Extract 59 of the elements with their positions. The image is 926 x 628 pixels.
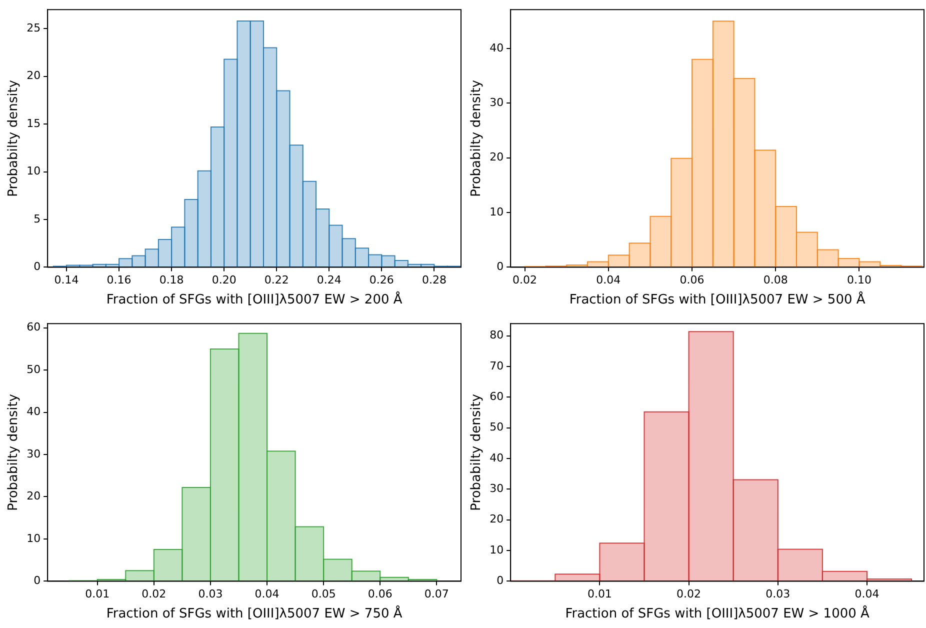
y-tick-label: 20 [26,69,41,82]
y-tick-label: 30 [490,482,504,496]
x-tick-label: 0.18 [159,274,184,287]
x-tick-label: 0.02 [512,274,538,287]
y-tick-label: 60 [490,390,504,404]
y-tick-label: 40 [490,451,504,464]
y-tick-label: 20 [490,150,504,164]
x-tick-label: 0.04 [854,588,880,601]
y-tick-label: 25 [26,22,41,35]
x-tick-label: 0.06 [368,588,392,601]
x-tick-label: 0.22 [264,274,289,287]
x-tick-label: 0.14 [54,274,79,287]
x-axis-title: Fraction of SFGs with [OIII]λ5007 EW > 200 Å [106,290,402,308]
x-axis-title: Fraction of SFGs with [OIII]λ5007 EW > 500 Å [569,290,866,308]
x-tick-label: 0.20 [212,274,236,287]
x-tick-label: 0.01 [587,588,612,601]
y-tick-label: 0 [34,574,41,588]
y-tick-label: 40 [26,405,41,418]
y-tick-label: 0 [496,260,504,274]
y-tick-label: 50 [26,362,41,376]
y-tick-label: 70 [490,359,504,372]
y-tick-label: 20 [26,490,41,503]
x-axis-title: Fraction of SFGs with [OIII]λ5007 EW > 1000 Å [565,604,870,622]
y-tick-label: 10 [490,543,504,556]
y-tick-label: 30 [26,447,41,460]
y-tick-label: 10 [490,205,504,218]
x-tick-label: 0.01 [85,588,110,601]
y-tick-label: 80 [490,328,504,342]
x-tick-label: 0.04 [254,588,280,601]
y-tick-label: 15 [26,116,41,130]
y-tick-label: 5 [34,212,41,226]
y-tick-label: 20 [490,512,504,526]
x-tick-label: 0.02 [142,588,166,601]
x-tick-label: 0.06 [680,274,704,287]
y-axis-title: Probabilty density [6,80,22,197]
x-tick-label: 0.03 [766,588,790,601]
y-axis-title: Probabilty density [469,80,484,197]
x-tick-label: 0.24 [316,274,342,287]
x-tick-label: 0.05 [311,588,336,601]
y-tick-label: 50 [490,420,504,434]
y-tick-label: 0 [496,574,504,588]
y-axis-title: Probabilty density [6,394,22,511]
y-tick-label: 10 [26,164,41,178]
x-tick-label: 0.16 [106,274,132,287]
x-tick-label: 0.28 [422,274,446,287]
y-tick-label: 40 [490,41,504,54]
x-tick-label: 0.02 [676,588,702,601]
x-tick-label: 0.26 [369,274,394,287]
y-tick-label: 0 [34,260,41,274]
y-tick-label: 60 [26,320,41,334]
x-tick-label: 0.04 [596,274,621,287]
x-tick-label: 0.10 [846,274,872,287]
x-tick-label: 0.03 [198,588,223,601]
y-tick-label: 30 [490,96,504,109]
y-axis-title: Probabilty density [469,394,484,511]
x-tick-label: 0.07 [424,588,449,601]
y-tick-label: 10 [26,532,41,545]
x-tick-label: 0.08 [763,274,788,287]
x-axis-title: Fraction of SFGs with [OIII]λ5007 EW > 750 Å [106,604,402,622]
